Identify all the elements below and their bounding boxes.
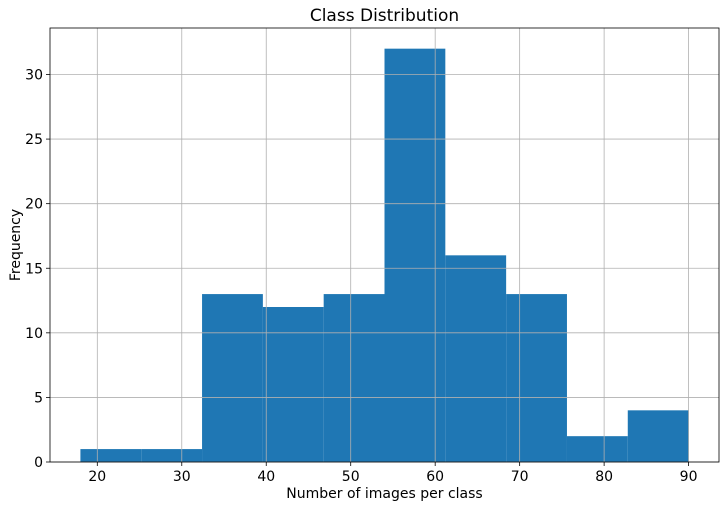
y-tick-label: 25 [25,132,43,148]
x-tick-label: 80 [595,469,613,485]
y-tick-label: 0 [34,455,43,471]
x-tick-label: 30 [173,469,191,485]
histogram-bar [80,449,142,462]
histogram-bar [506,294,567,462]
y-tick-label: 20 [25,197,43,213]
axes [49,27,720,463]
histogram-bar [445,255,507,462]
chart-title: Class Distribution [310,6,459,26]
histogram-bar [627,410,689,462]
y-axis-label: Frequency [8,209,24,281]
x-axis-ticks: 20 30 40 50 60 70 80 90 [88,462,698,485]
histogram-bar [141,449,203,462]
x-tick-label: 40 [257,469,275,485]
y-axis-ticks: 0 5 10 15 20 25 30 [25,68,50,471]
x-tick-label: 70 [511,469,529,485]
y-tick-label: 5 [34,390,43,406]
histogram-bar [384,48,446,463]
x-tick-label: 50 [342,469,360,485]
y-tick-label: 15 [25,261,43,277]
y-tick-label: 30 [25,68,43,84]
histogram-bar [202,294,263,462]
histogram-bar [566,436,628,462]
plot-frame [49,27,720,463]
y-tick-label: 10 [25,326,43,342]
histogram-bar [323,294,385,462]
histogram-bars [80,48,689,463]
grid-lines [50,28,719,463]
histogram-bar [262,307,324,462]
x-tick-label: 60 [426,469,444,485]
x-tick-label: 90 [680,469,698,485]
x-axis-label: Number of images per class [286,486,482,502]
x-tick-label: 20 [88,469,106,485]
